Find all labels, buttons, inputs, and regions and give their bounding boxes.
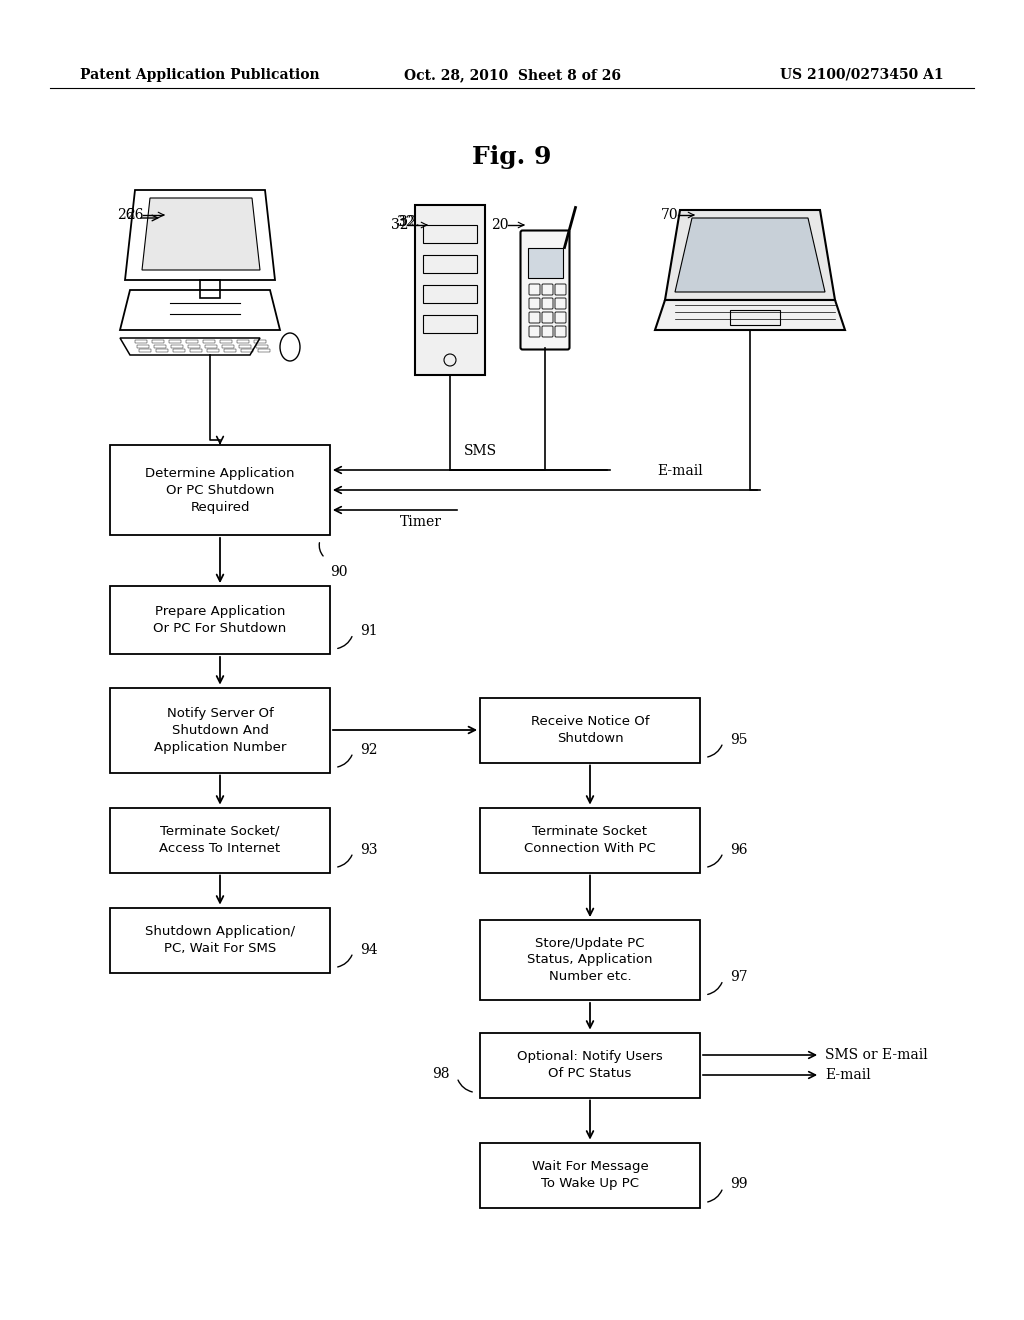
Text: Oct. 28, 2010  Sheet 8 of 26: Oct. 28, 2010 Sheet 8 of 26 xyxy=(403,69,621,82)
Text: 95: 95 xyxy=(730,733,748,747)
Text: 32: 32 xyxy=(398,215,416,228)
FancyBboxPatch shape xyxy=(480,1032,700,1097)
FancyBboxPatch shape xyxy=(110,908,330,973)
FancyBboxPatch shape xyxy=(527,248,562,277)
Text: Wait For Message
To Wake Up PC: Wait For Message To Wake Up PC xyxy=(531,1160,648,1191)
Text: SMS or E-mail: SMS or E-mail xyxy=(825,1048,928,1063)
Text: 93: 93 xyxy=(360,842,378,857)
Text: Receive Notice Of
Shutdown: Receive Notice Of Shutdown xyxy=(530,715,649,744)
Text: 91: 91 xyxy=(360,624,378,638)
Text: 32: 32 xyxy=(397,215,415,228)
Text: 26: 26 xyxy=(118,209,135,222)
Text: E-mail: E-mail xyxy=(657,465,702,478)
Polygon shape xyxy=(142,198,260,271)
FancyBboxPatch shape xyxy=(480,920,700,1001)
Text: Notify Server Of
Shutdown And
Application Number: Notify Server Of Shutdown And Applicatio… xyxy=(154,706,286,754)
Text: 90: 90 xyxy=(330,565,347,579)
Text: SMS: SMS xyxy=(464,444,497,458)
Text: 26: 26 xyxy=(126,209,143,222)
FancyBboxPatch shape xyxy=(480,697,700,763)
Text: 94: 94 xyxy=(360,942,378,957)
Text: 92: 92 xyxy=(360,742,378,756)
Text: Fig. 9: Fig. 9 xyxy=(472,145,552,169)
Text: 70: 70 xyxy=(662,209,679,222)
FancyBboxPatch shape xyxy=(480,1143,700,1208)
Text: Determine Application
Or PC Shutdown
Required: Determine Application Or PC Shutdown Req… xyxy=(145,466,295,513)
Text: 99: 99 xyxy=(730,1177,748,1192)
Text: Prepare Application
Or PC For Shutdown: Prepare Application Or PC For Shutdown xyxy=(154,605,287,635)
Polygon shape xyxy=(665,210,835,300)
Text: 20: 20 xyxy=(492,218,509,232)
Text: 32: 32 xyxy=(391,218,409,232)
Text: Optional: Notify Users
Of PC Status: Optional: Notify Users Of PC Status xyxy=(517,1049,663,1080)
Text: 98: 98 xyxy=(432,1068,450,1081)
Text: 97: 97 xyxy=(730,970,748,983)
FancyBboxPatch shape xyxy=(110,586,330,653)
FancyBboxPatch shape xyxy=(520,231,569,350)
Text: Shutdown Application/
PC, Wait For SMS: Shutdown Application/ PC, Wait For SMS xyxy=(145,925,295,954)
Polygon shape xyxy=(675,218,825,292)
FancyBboxPatch shape xyxy=(480,808,700,873)
Text: US 2100/0273450 A1: US 2100/0273450 A1 xyxy=(780,69,944,82)
Text: Store/Update PC
Status, Application
Number etc.: Store/Update PC Status, Application Numb… xyxy=(527,936,652,983)
FancyBboxPatch shape xyxy=(415,205,485,375)
FancyBboxPatch shape xyxy=(110,688,330,772)
FancyBboxPatch shape xyxy=(110,445,330,535)
Polygon shape xyxy=(655,300,845,330)
Text: 96: 96 xyxy=(730,842,748,857)
Text: E-mail: E-mail xyxy=(825,1068,870,1082)
Text: Terminate Socket/
Access To Internet: Terminate Socket/ Access To Internet xyxy=(160,825,281,855)
Text: Terminate Socket
Connection With PC: Terminate Socket Connection With PC xyxy=(524,825,656,855)
Text: Timer: Timer xyxy=(400,515,442,529)
Text: Patent Application Publication: Patent Application Publication xyxy=(80,69,319,82)
FancyBboxPatch shape xyxy=(110,808,330,873)
